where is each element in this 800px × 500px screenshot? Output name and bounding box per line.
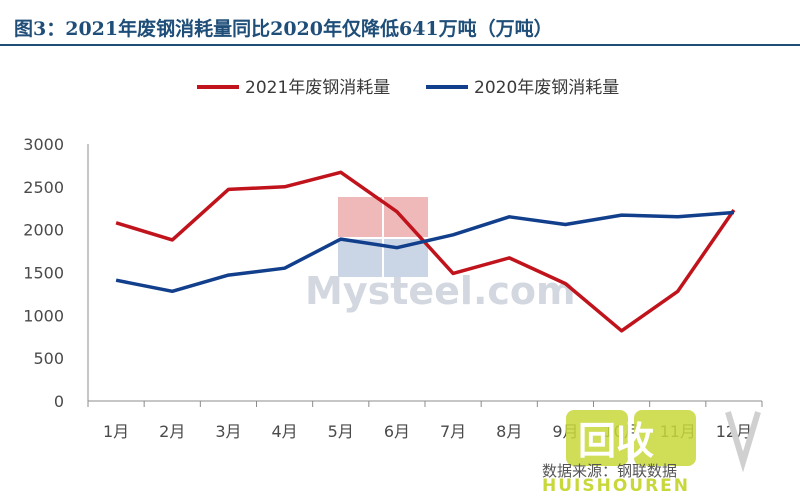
x-tick-label: 3月 <box>215 422 241 441</box>
x-tick-label: 5月 <box>328 422 354 441</box>
x-tick-label: 6月 <box>384 422 410 441</box>
y-tick-label: 1500 <box>23 264 64 283</box>
mysteel-watermark: Mysteel.com <box>305 197 576 313</box>
watermark-corner-brand: HUISHOUREN <box>542 476 690 494</box>
y-tick-label: 2000 <box>23 221 64 240</box>
x-tick-label: 2月 <box>159 422 185 441</box>
watermark-brand: Mysteel.com <box>305 269 576 313</box>
chart-title: 图3：2021年废钢消耗量同比2020年仅降低641万吨（万吨） <box>14 18 553 40</box>
x-tick-label: 4月 <box>271 422 297 441</box>
legend: 2021年废钢消耗量 2020年废钢消耗量 <box>197 78 619 98</box>
x-tick-label: 1月 <box>103 422 129 441</box>
series-line-2 <box>115 210 735 294</box>
y-axis-ticks: 0 500 1000 1500 2000 2500 3000 <box>23 135 64 411</box>
x-tick-label: 7月 <box>440 422 466 441</box>
legend-label: 2020年废钢消耗量 <box>474 78 619 98</box>
y-tick-label: 0 <box>54 392 64 411</box>
legend-label: 2021年废钢消耗量 <box>245 78 390 98</box>
watermark-source-text: 数据来源：钢联数据 <box>542 462 677 480</box>
title-divider <box>0 44 800 46</box>
recycle-logo-box-2 <box>634 410 696 466</box>
y-tick-label: 1000 <box>23 306 64 325</box>
watermark-logo-top-left <box>338 197 382 237</box>
y-tick-label: 2500 <box>23 178 64 197</box>
y-tick-label: 3000 <box>23 135 64 154</box>
recycle-logo-text: 回收 <box>578 419 654 463</box>
recycle-logo-box-1 <box>566 410 628 466</box>
huishouren-watermark: 回收 数据来源：钢联数据 HUISHOUREN <box>542 410 761 494</box>
watermark-logo-top-right <box>384 197 428 237</box>
series-layer <box>115 170 736 333</box>
corner-chevron-icon <box>725 411 761 473</box>
y-tick-label: 500 <box>33 349 64 368</box>
x-tick-label: 8月 <box>496 422 522 441</box>
